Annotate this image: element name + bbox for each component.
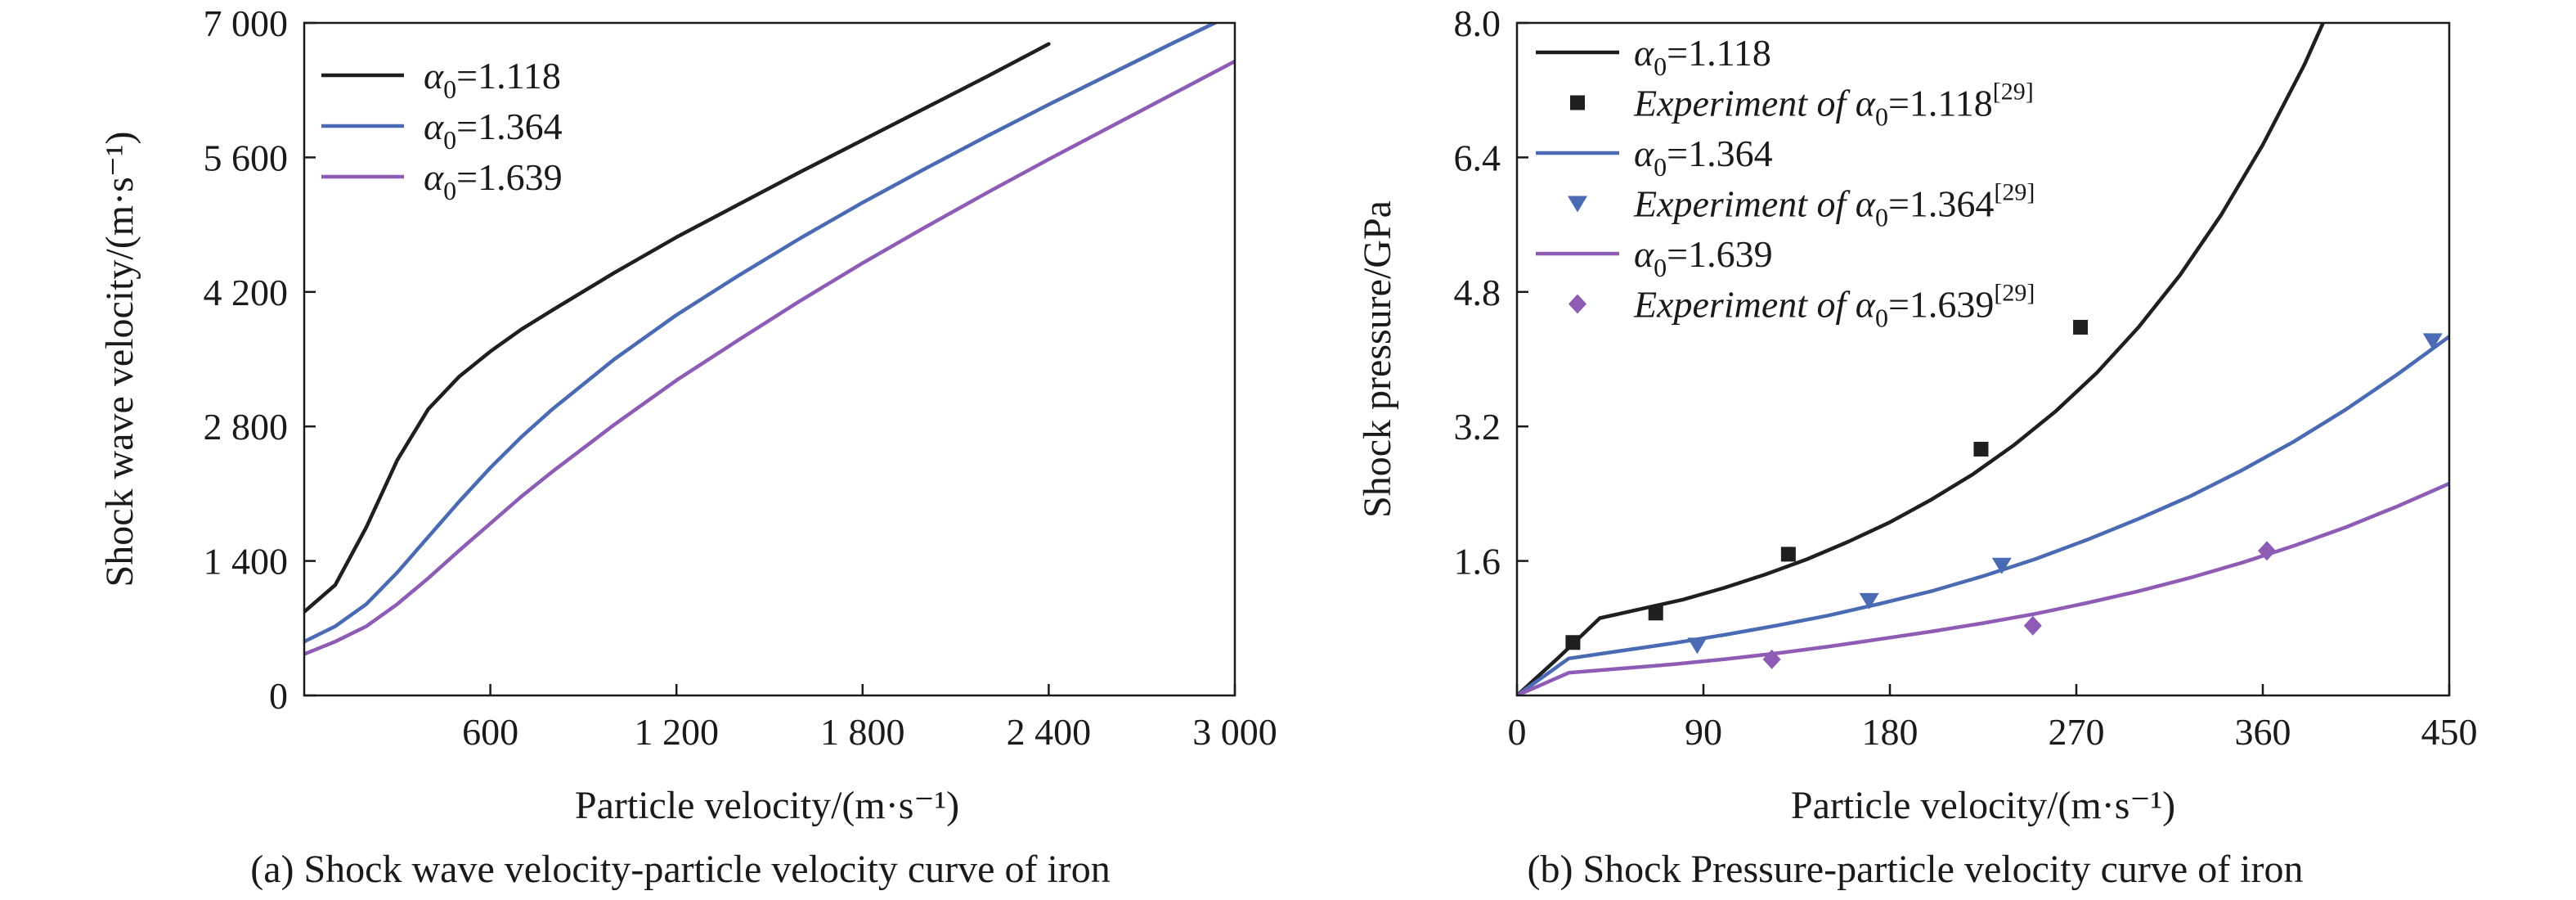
- legend-label-rest: =1.639: [1888, 284, 1994, 326]
- x-tick-label: 0: [1508, 711, 1527, 753]
- y-tick-label: 1.6: [1454, 541, 1501, 583]
- legend-label-sup: [29]: [1993, 79, 2034, 106]
- legend-label-sub: 0: [1875, 203, 1888, 232]
- legend-label-sub: 0: [1654, 152, 1667, 182]
- series-group: [1517, 23, 2449, 695]
- legend-label-rest: =1.364: [1888, 183, 1994, 225]
- legend-label-sub: 0: [1654, 253, 1667, 282]
- chart-panel-a: 600 1 200 1 800 2 400 3 000 0 1 400 2 800 4 200 5…: [98, 2, 1277, 891]
- y-tick-label: 5 600: [204, 137, 289, 178]
- legend-label-rest: =1.639: [1667, 233, 1772, 275]
- legend-marker-square: [1570, 95, 1585, 110]
- series-group: [304, 23, 1235, 656]
- x-tick-label: 3 000: [1192, 711, 1277, 753]
- legend-label-main: Experiment of α: [1633, 284, 1876, 326]
- legend-marker-triangle: [1568, 196, 1587, 213]
- legend-entry-label: α0=1.639: [424, 156, 563, 205]
- legend-label-main: α: [1634, 32, 1654, 74]
- legend-label-rest: =1.364: [1667, 133, 1772, 174]
- legend-entry-label: α0=1.364: [1634, 133, 1773, 182]
- legend-label-main: Experiment of α: [1633, 183, 1876, 225]
- data-point-1364-0: [1687, 637, 1708, 655]
- series-line-1118: [1517, 23, 2326, 695]
- y-tick-label: 7 000: [204, 2, 289, 44]
- x-tick-label: 450: [2421, 711, 2478, 753]
- y-tick-label: 2 800: [204, 406, 289, 448]
- plot-frame: [1515, 21, 2451, 697]
- series-line-1364: [1517, 335, 2449, 695]
- data-point-1118-4: [2073, 319, 2089, 335]
- data-point-1118-2: [1780, 547, 1796, 562]
- y-tick-label: 8.0: [1454, 2, 1501, 44]
- y-tick-label: 4.8: [1454, 272, 1501, 313]
- legend-label-rest: =1.364: [456, 106, 562, 147]
- x-tick-label: 180: [1862, 711, 1919, 753]
- data-point-1118-0: [1565, 635, 1581, 650]
- legend-label-sub: 0: [443, 125, 456, 155]
- data-point-1364-2: [1991, 557, 2012, 574]
- chart-caption: (b) Shock Pressure-particle velocity cur…: [1527, 848, 2303, 891]
- legend-label-rest: =1.639: [456, 156, 562, 198]
- legend-label-sub: 0: [1875, 304, 1888, 333]
- series-line-1364: [304, 23, 1219, 644]
- legend-label-sub: 0: [1875, 102, 1888, 132]
- data-point-1639-1: [2023, 615, 2042, 636]
- y-axis-title: Shock pressure/GPa: [1356, 200, 1399, 518]
- legend-label-sub: 0: [443, 176, 456, 205]
- y-tick-label: 0: [269, 675, 288, 717]
- legend-marker-diamond: [1568, 294, 1586, 314]
- legend-entry-label: Experiment of α0=1.639[29]: [1633, 280, 2035, 333]
- x-tick-label: 360: [2235, 711, 2291, 753]
- chart-caption: (a) Shock wave velocity-particle velocit…: [250, 848, 1111, 891]
- legend-label-sub: 0: [1654, 52, 1667, 81]
- plot-frame: [303, 21, 1236, 697]
- legend-label-main: Experiment of α: [1633, 83, 1876, 124]
- data-point-1364-3: [2422, 333, 2443, 350]
- x-tick-label: 2 400: [1007, 711, 1092, 753]
- y-axis-title: Shock wave velocity/(m·s⁻¹): [98, 132, 141, 587]
- data-point-1639-2: [2258, 541, 2277, 561]
- data-point-1118-3: [1973, 441, 1989, 457]
- legend-label-main: α: [424, 156, 444, 198]
- legend-label-main: α: [1634, 133, 1654, 174]
- x-tick-label: 270: [2049, 711, 2105, 753]
- x-axis-title: Particle velocity/(m·s⁻¹): [1791, 784, 2175, 827]
- x-tick-label: 1 800: [820, 711, 905, 753]
- chart-panel-b: 0 90 180 270 360 450 1.6 3.2 4.8 6.4 8.0 Particle v…: [1356, 2, 2478, 891]
- data-point-1639-0: [1762, 649, 1781, 669]
- legend-entry-label: Experiment of α0=1.118[29]: [1633, 79, 2034, 132]
- legend-entry-label: α0=1.118: [1634, 32, 1771, 81]
- series-line-1639: [1517, 481, 2449, 695]
- y-tick-label: 4 200: [204, 272, 289, 313]
- legend-entry-label: α0=1.639: [1634, 233, 1773, 282]
- series-line-1118: [304, 42, 1051, 614]
- legend-label-sub: 0: [443, 74, 456, 104]
- series-line-1639: [304, 59, 1235, 656]
- legend-label-main: α: [424, 106, 444, 147]
- y-tick-label: 3.2: [1454, 406, 1501, 448]
- data-point-1118-1: [1648, 605, 1663, 621]
- legend-label-rest: =1.118: [1888, 83, 1993, 124]
- data-point-1364-1: [1859, 592, 1879, 610]
- y-tick-label: 1 400: [204, 541, 289, 583]
- legend-entry-label: α0=1.118: [424, 55, 561, 104]
- x-tick-label: 1 200: [634, 711, 719, 753]
- x-tick-label: 90: [1685, 711, 1722, 753]
- legend-label-main: α: [424, 55, 444, 97]
- legend-entry-label: Experiment of α0=1.364[29]: [1633, 179, 2035, 232]
- legend-label-main: α: [1634, 233, 1654, 275]
- y-tick-label: 6.4: [1454, 137, 1501, 178]
- legend-entry-label: α0=1.364: [424, 106, 563, 155]
- legend-label-sup: [29]: [1994, 280, 2035, 307]
- x-axis-title: Particle velocity/(m·s⁻¹): [575, 784, 959, 827]
- legend-label-rest: =1.118: [456, 55, 561, 97]
- legend-label-sup: [29]: [1994, 179, 2035, 206]
- x-tick-label: 600: [462, 711, 518, 753]
- legend-label-rest: =1.118: [1667, 32, 1771, 74]
